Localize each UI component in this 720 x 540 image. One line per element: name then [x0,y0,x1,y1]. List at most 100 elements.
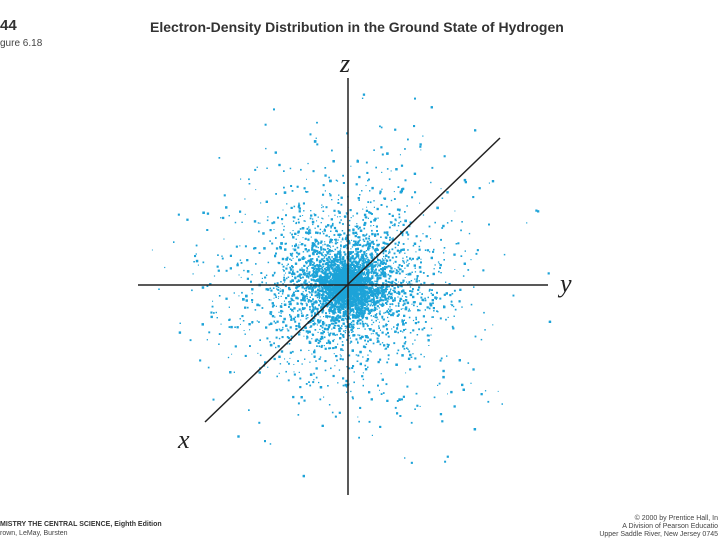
density-dot [404,148,406,150]
density-dot [391,256,394,259]
density-dot [361,265,363,267]
density-dot [352,330,354,333]
density-dot [238,295,240,297]
density-dot [246,259,249,262]
density-dot [296,315,299,318]
density-dot [399,330,402,332]
density-dot [334,248,337,251]
density-dot [338,296,341,299]
density-dot [397,186,400,188]
density-dot [221,255,223,257]
density-dot [348,242,351,245]
density-dot [401,319,403,321]
density-dot [291,265,293,267]
density-dot [322,255,324,257]
density-dot [314,306,317,309]
density-dot [397,302,400,305]
density-dot [364,368,368,371]
density-dot [302,299,304,301]
density-dot [276,375,278,378]
density-dot [322,231,324,233]
density-dot [348,354,351,357]
density-dot [369,212,372,215]
density-dot [334,288,337,291]
density-dot [330,299,332,301]
density-dot [328,215,330,217]
density-dot [262,232,265,235]
density-dot [293,371,295,373]
density-dot [279,305,283,308]
density-dot [251,288,254,291]
density-dot [328,270,330,272]
density-dot [297,360,299,362]
density-dot [318,339,320,342]
density-dot [389,306,391,308]
density-dot [400,164,404,167]
density-dot [324,254,326,256]
density-dot [365,258,367,260]
density-dot [357,306,360,308]
density-dot [269,240,271,242]
density-dot [302,251,305,253]
density-dot [343,267,346,271]
density-dot [373,277,375,279]
density-dot [306,293,308,296]
density-dot [292,248,294,250]
density-dot [345,325,348,328]
density-dot [395,280,397,282]
density-dot [422,214,425,216]
density-dot [346,132,349,135]
density-dot [376,293,380,296]
density-dot [362,301,364,303]
density-dot [308,230,310,232]
density-dot [364,235,366,237]
density-dot [383,246,385,248]
density-dot [218,157,221,159]
density-dot [305,304,308,306]
density-dot [366,290,369,292]
density-dot [386,293,389,296]
density-dot [468,232,471,235]
density-dot [328,335,331,337]
density-dot [338,211,341,214]
density-dot [325,324,328,327]
density-dot [225,269,228,272]
density-dot [394,278,397,281]
density-dot [327,341,330,344]
density-dot [287,329,290,332]
density-dot [282,290,284,293]
density-dot [359,322,362,325]
density-dot [322,184,325,187]
density-dot [386,361,389,364]
density-dot [314,285,317,288]
density-dot [381,342,384,344]
density-dot [275,305,277,307]
density-dot [396,314,399,317]
density-dot [472,196,475,199]
density-dot [366,307,370,310]
density-dot [351,270,354,273]
density-dot [244,213,246,215]
density-dot [385,323,387,325]
density-dot [336,180,339,182]
density-dot [239,259,242,261]
density-dot [375,295,378,297]
density-dot [333,271,335,273]
density-dot [330,250,332,253]
density-dot [386,168,389,170]
density-dot [342,174,344,177]
density-dot [389,239,391,241]
density-dot [334,334,337,336]
density-dot [340,248,342,250]
density-dot [333,339,335,341]
density-dot [251,301,253,303]
density-dot [330,322,333,325]
density-dot [407,348,409,350]
density-dot [335,238,337,241]
density-dot [346,213,348,215]
density-dot [308,291,311,293]
density-dot [353,297,355,300]
density-dot [249,345,251,347]
density-dot [363,251,366,254]
density-dot [356,264,358,266]
